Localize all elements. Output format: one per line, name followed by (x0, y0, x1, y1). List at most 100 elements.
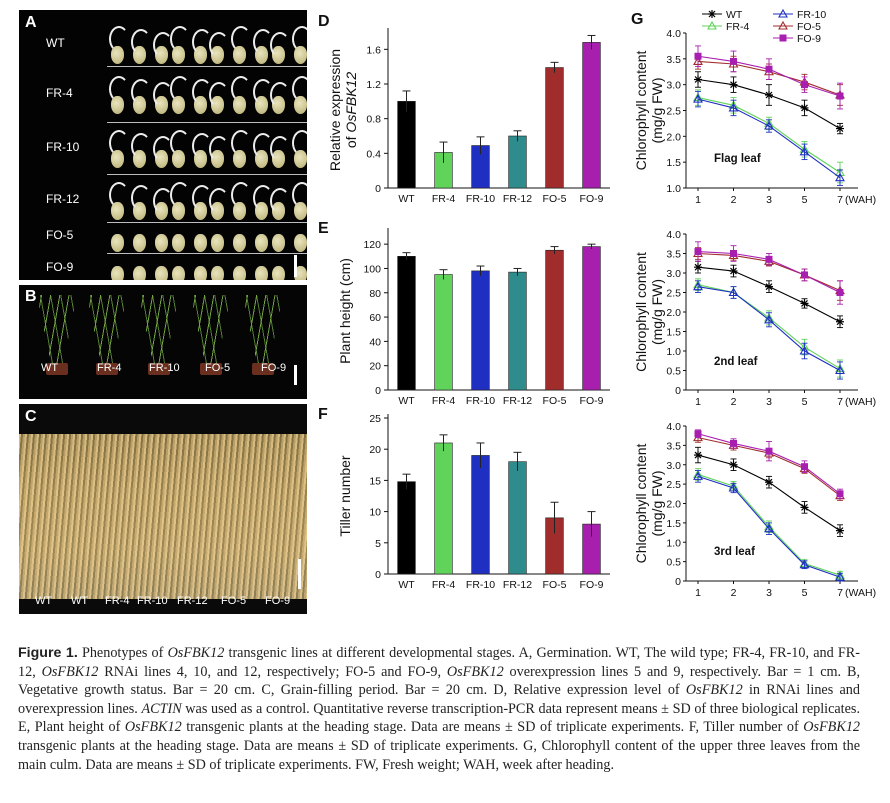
y-axis-label: (mg/g FW) (649, 279, 665, 345)
bar-fr-10 (471, 270, 490, 391)
sprout (270, 136, 290, 162)
data-point-wt (729, 80, 738, 89)
scale-bar-b (294, 365, 297, 385)
data-point-fr-10 (693, 471, 703, 480)
x-tick-label: FR-12 (503, 395, 532, 407)
data-point-fo-9 (765, 65, 773, 73)
caption-italic: OsFBK12 (124, 719, 182, 736)
data-point-wt (694, 451, 702, 460)
data-point-fr-10 (835, 172, 845, 182)
bar-fo-5 (545, 249, 564, 391)
data-point-fo-9 (801, 81, 808, 89)
data-point-fo-9 (730, 439, 737, 447)
y-axis-label: (mg/g FW) (649, 470, 665, 536)
caption-segment: transgenic plants at the heading stage. … (181, 719, 804, 736)
data-point-wt (765, 282, 773, 291)
x-tick-label: WT (398, 579, 415, 591)
y-tick-label: 1.5 (666, 157, 681, 169)
data-point-fo-9 (730, 57, 737, 65)
x-tick-label: 2 (731, 194, 737, 206)
data-point-wt (729, 267, 738, 276)
sprout (109, 26, 129, 52)
line-label: FO-5 (221, 595, 247, 607)
seedling (194, 234, 207, 252)
data-point-fo-9 (779, 34, 787, 42)
sprout (270, 188, 290, 214)
line-label: WT (71, 595, 89, 607)
y-tick-label: 0 (375, 183, 381, 195)
y-tick-label: 25 (369, 413, 381, 425)
y-tick-label: 4.0 (666, 229, 681, 241)
line-label: WT (35, 595, 53, 607)
caption-italic: OsFBK12 (685, 682, 743, 699)
caption-segment: Phenotypes of (77, 645, 168, 661)
row-label: FR-12 (46, 192, 80, 206)
series-line-wt (697, 454, 841, 532)
vegetative-photo: B WT FR-4 FR-10 FO-5 FO-9 (19, 285, 307, 399)
y-tick-label: 0.5 (666, 366, 681, 378)
line-label: FR-4 (105, 595, 130, 607)
seedling (133, 234, 146, 252)
bar-chart-f: F 0 5 10 15 20 25 WT FR-4 FR-10 FR-12 FO-5 FO-9 Tille… (318, 406, 610, 591)
seedling (255, 234, 268, 252)
data-point-fo-9 (801, 463, 808, 471)
row-label: FO-9 (46, 260, 74, 274)
data-point-fr-10 (764, 120, 774, 130)
x-unit-label: (WAH) (845, 587, 876, 599)
seedling (172, 266, 185, 280)
sprout (131, 185, 151, 211)
sprout (209, 32, 229, 58)
bar-fo-9 (582, 42, 601, 189)
row-divider (107, 174, 307, 175)
x-tick-label: FR-10 (466, 395, 495, 407)
x-tick-label: FR-10 (466, 193, 495, 205)
grain-filling-photo: C WT WT FR-4 FR-10 FR-12 FO-5 FO-9 (19, 404, 307, 614)
bar-chart-e: E 0 20 40 60 80 100 120 WT FR-4 FR-10 FR-12 FO-5 FO-9… (318, 220, 610, 407)
x-tick-label: 3 (766, 396, 772, 408)
figure-caption: Figure 1. Phenotypes of OsFBK12 transgen… (18, 644, 860, 774)
y-tick-label: 10 (369, 507, 381, 519)
data-point-wt (694, 75, 702, 84)
y-tick-label: 5 (375, 538, 381, 550)
data-point-fr-10 (799, 345, 810, 355)
x-tick-label: 5 (802, 587, 808, 599)
data-point-fo-9 (836, 92, 844, 100)
x-tick-label: FO-9 (580, 579, 604, 591)
panel-label-a: A (25, 14, 37, 31)
y-tick-label: 0.5 (666, 557, 681, 569)
bar-fo-9 (582, 246, 601, 391)
sprout (109, 76, 129, 102)
sprout (270, 82, 290, 108)
y-tick-label: 0 (675, 385, 681, 397)
sprout (292, 26, 307, 52)
data-point-fr-10 (693, 94, 703, 103)
sprout (131, 79, 151, 105)
sprout (231, 130, 251, 156)
data-point-wt (836, 317, 844, 326)
x-tick-label: FO-5 (543, 193, 567, 205)
panel-label-e: E (318, 220, 329, 237)
row-label: FR-10 (46, 140, 80, 154)
y-tick-label: 2.5 (666, 479, 681, 491)
figure-label: Figure 1. (18, 645, 78, 661)
seedling (194, 266, 207, 280)
x-tick-label: 2 (731, 587, 737, 599)
data-point-wt (694, 263, 702, 272)
y-tick-label: 4.0 (666, 28, 681, 40)
line-label: FO-9 (265, 595, 291, 607)
x-tick-label: 5 (802, 396, 808, 408)
bar-wt (397, 256, 416, 391)
row-label: FO-5 (46, 228, 74, 242)
caption-italic: OsFBK12 (41, 663, 99, 680)
data-point-wt (836, 526, 844, 535)
data-point-wt (800, 503, 809, 512)
plant-label: FO-5 (205, 362, 231, 374)
legend-label: FR-10 (797, 9, 826, 21)
seedling (111, 266, 124, 280)
seedling (233, 266, 246, 280)
legend-label: FR-4 (726, 21, 749, 33)
x-tick-label: FO-5 (543, 579, 567, 591)
sprout (292, 130, 307, 156)
y-tick-label: 20 (369, 361, 381, 373)
